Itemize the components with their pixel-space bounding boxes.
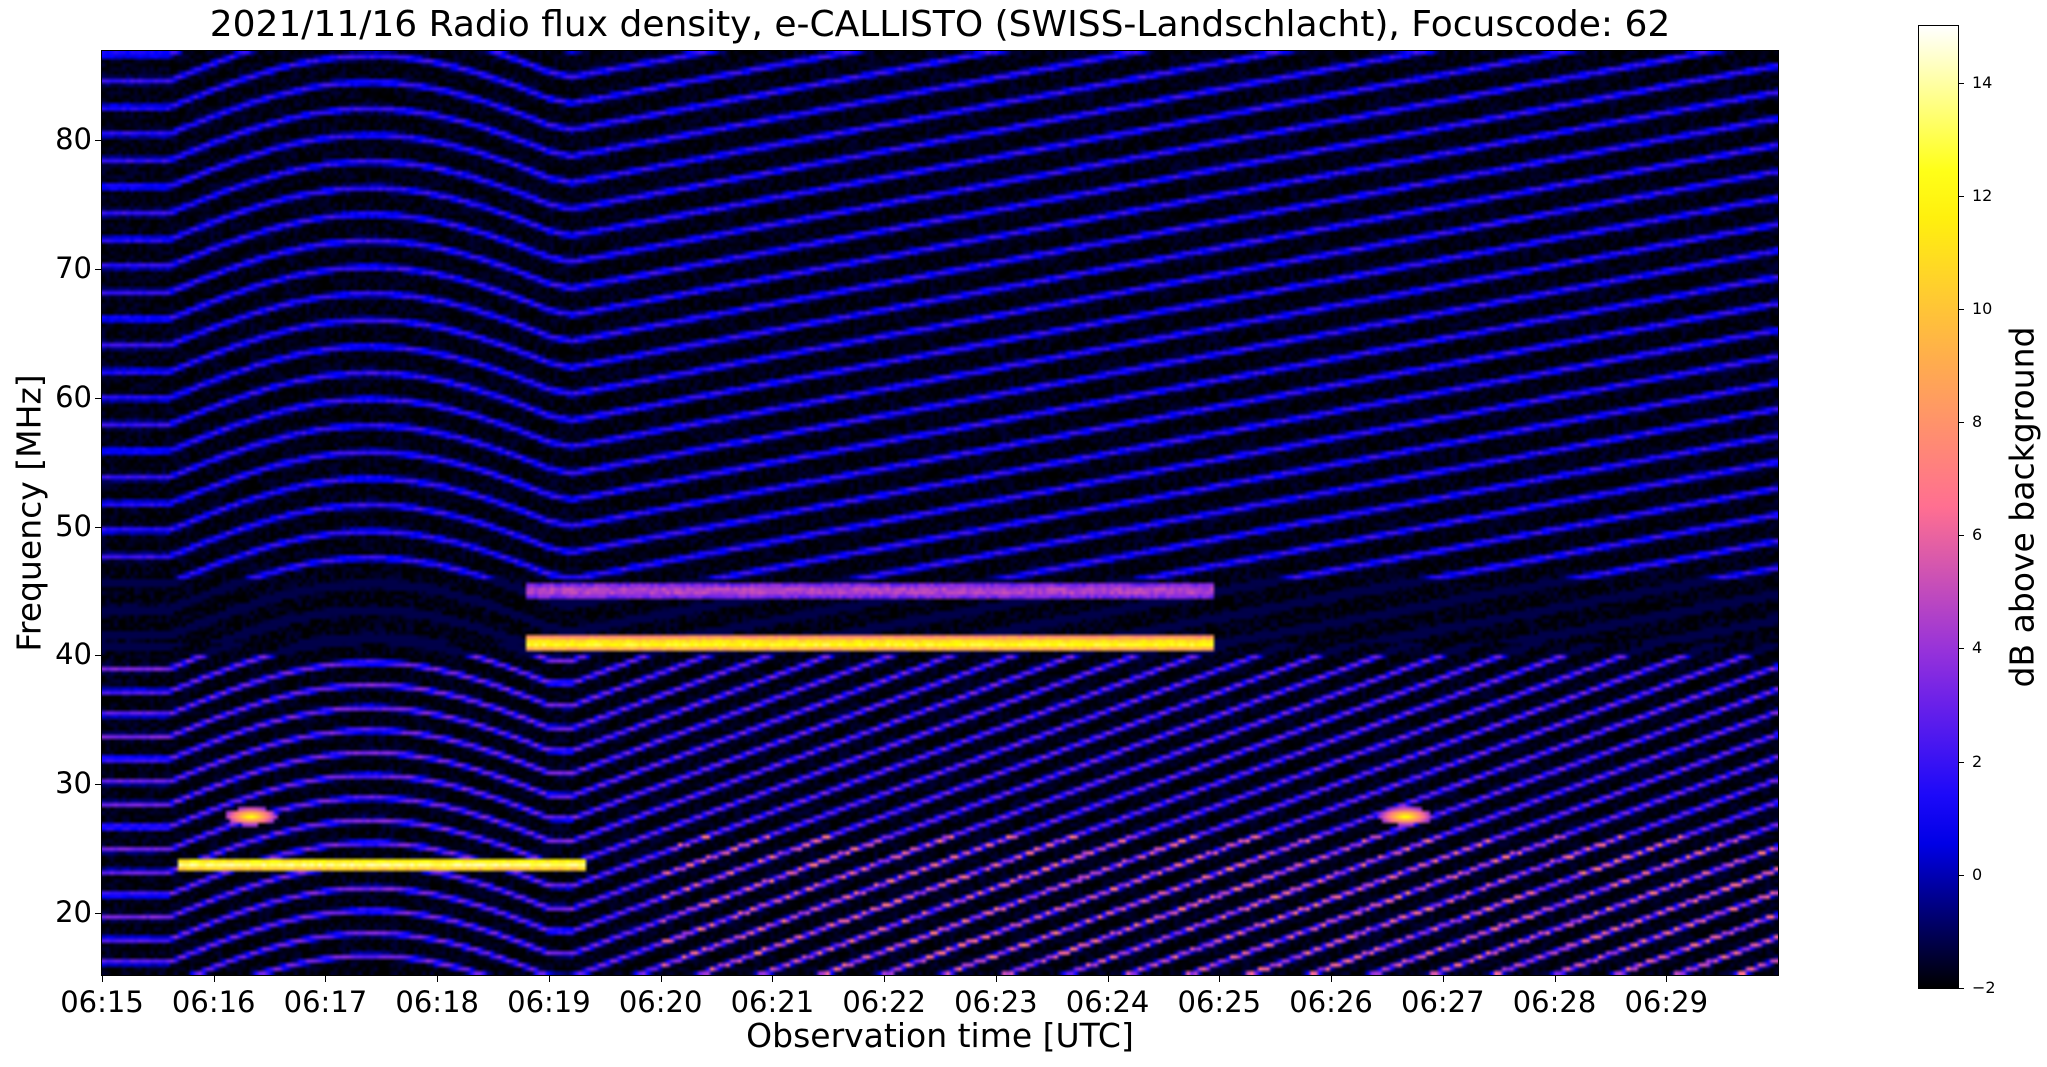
x-tick-mark <box>548 975 550 982</box>
y-tick-label: 30 <box>55 766 92 801</box>
x-tick-label: 06:25 <box>1177 985 1262 1019</box>
x-tick-mark <box>1107 975 1109 982</box>
spectrogram-plot <box>101 50 1779 976</box>
x-tick-label: 06:29 <box>1624 985 1709 1019</box>
y-tick-mark <box>95 784 102 786</box>
colorbar-tick-label: 4 <box>1972 638 1983 658</box>
x-tick-mark <box>1442 975 1444 982</box>
y-tick-mark <box>95 397 102 399</box>
y-tick-label: 40 <box>55 637 92 672</box>
y-tick-label: 80 <box>55 121 92 156</box>
colorbar-tick-label: 6 <box>1972 525 1983 545</box>
colorbar-tick-label: 2 <box>1972 751 1983 771</box>
colorbar-tick-mark <box>1958 195 1964 197</box>
y-tick-label: 20 <box>55 895 92 930</box>
y-tick-label: 50 <box>55 508 92 543</box>
x-tick-mark <box>1666 975 1668 982</box>
colorbar-tick-label: 0 <box>1972 864 1983 884</box>
x-tick-mark <box>772 975 774 982</box>
x-tick-label: 06:16 <box>171 985 256 1019</box>
colorbar <box>1918 25 1959 989</box>
colorbar-tick-label: −2 <box>1972 978 1996 997</box>
y-tick-label: 60 <box>55 379 92 414</box>
y-tick-mark <box>95 139 102 141</box>
x-tick-label: 06:15 <box>60 985 144 1019</box>
colorbar-tick-mark <box>1958 422 1964 424</box>
x-tick-label: 06:22 <box>842 985 926 1019</box>
y-tick-mark <box>95 913 102 915</box>
x-tick-label: 06:19 <box>507 985 591 1019</box>
x-tick-label: 06:17 <box>283 985 368 1019</box>
spectrogram-image <box>102 51 1778 975</box>
y-tick-mark <box>95 655 102 657</box>
x-tick-label: 06:23 <box>954 985 1038 1019</box>
x-tick-mark <box>1219 975 1221 982</box>
colorbar-tick-label: 8 <box>1972 412 1983 432</box>
x-tick-mark <box>102 975 103 982</box>
x-tick-mark <box>213 975 215 982</box>
x-tick-mark <box>437 975 439 982</box>
y-tick-mark <box>95 268 102 270</box>
y-tick-label: 70 <box>55 250 92 285</box>
colorbar-tick-mark <box>1958 988 1964 989</box>
x-tick-mark <box>884 975 886 982</box>
y-tick-mark <box>95 526 102 528</box>
x-tick-label: 06:18 <box>395 985 479 1019</box>
colorbar-tick-mark <box>1958 648 1964 650</box>
colorbar-tick-label: 14 <box>1972 72 1993 92</box>
colorbar-label: dB above background <box>2002 326 2042 688</box>
chart-title: 2021/11/16 Radio flux density, e-CALLIST… <box>209 4 1671 45</box>
x-tick-label: 06:20 <box>618 985 703 1019</box>
colorbar-tick-mark <box>1958 82 1964 84</box>
colorbar-tick-mark <box>1958 761 1964 763</box>
x-tick-label: 06:28 <box>1512 985 1597 1019</box>
x-tick-mark <box>325 975 327 982</box>
x-tick-label: 06:27 <box>1401 985 1485 1019</box>
x-tick-label: 06:26 <box>1289 985 1373 1019</box>
x-tick-mark <box>660 975 662 982</box>
x-tick-mark <box>1554 975 1556 982</box>
colorbar-tick-mark <box>1958 308 1964 310</box>
colorbar-tick-label: 12 <box>1972 185 1993 205</box>
colorbar-tick-label: 10 <box>1972 298 1993 318</box>
x-axis-label: Observation time [UTC] <box>746 1016 1134 1055</box>
colorbar-tick-mark <box>1958 535 1964 537</box>
x-tick-label: 06:21 <box>730 985 815 1019</box>
x-tick-mark <box>1331 975 1333 982</box>
colorbar-tick-mark <box>1958 874 1964 876</box>
x-tick-label: 06:24 <box>1065 985 1150 1019</box>
x-tick-mark <box>995 975 997 982</box>
y-axis-label: Frequency [MHz] <box>9 374 49 652</box>
